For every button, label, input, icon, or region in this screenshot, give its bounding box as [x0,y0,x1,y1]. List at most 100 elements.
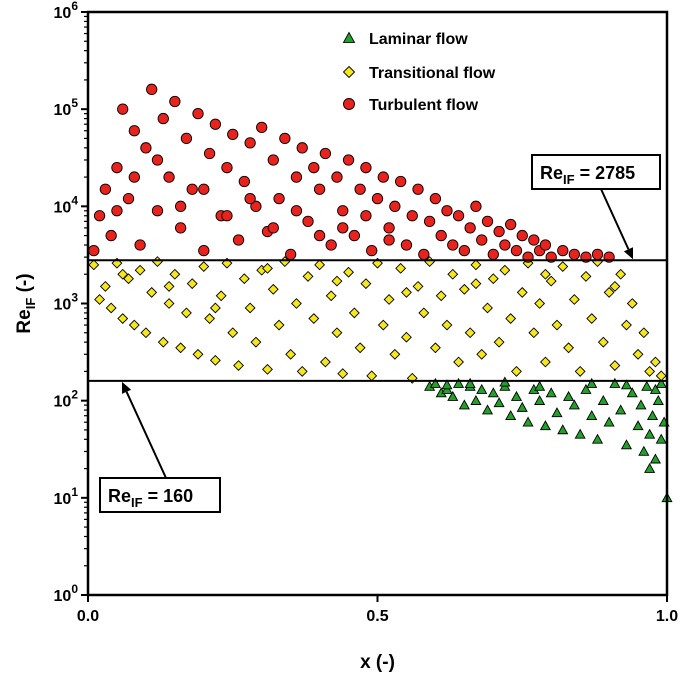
annotation-lower-arrow [125,391,167,479]
point-diamond-25 [233,360,244,371]
point-diamond-97 [649,356,661,368]
point-diamond-60 [435,290,447,302]
point-circle-72 [505,218,517,231]
point-diamond-44 [343,266,354,278]
point-diamond-77 [534,298,546,309]
point-circle-73 [510,244,523,257]
point-diamond-59 [429,342,441,354]
point-diamond-76 [528,327,540,339]
annotation-upper-label: ReIF = 2785 [540,163,635,187]
legend-item-transitional: Transitional flow [342,65,496,82]
point-diamond-94 [632,348,644,360]
point-diamond-84 [574,365,586,377]
point-diamond-43 [337,368,349,380]
point-diamond-3 [105,302,117,314]
annotation-lower-threshold: ReIF = 160 [99,381,221,513]
point-diamond-102 [262,262,273,274]
point-diamond-64 [458,283,470,295]
point-diamond-65 [464,327,476,339]
point-circle-5 [117,103,129,115]
point-circle-25 [232,234,245,246]
point-circle-45 [348,229,360,242]
x-tick-label-2: 1.0 [656,608,678,625]
point-triangle-14 [505,409,517,421]
point-circle-64 [458,244,470,257]
point-diamond-32 [273,319,285,331]
point-triangle-32 [609,377,621,388]
point-triangle-19 [534,394,546,405]
point-circle-50 [377,171,389,183]
y-tick-label-4: 104 [54,193,79,216]
threshold-layer [88,259,667,382]
point-triangle-1 [429,377,441,388]
point-diamond-48 [366,370,378,382]
point-circle-59 [429,192,442,205]
point-triangle-36 [632,420,644,431]
point-triangle-10 [481,404,494,415]
point-circle-66 [470,200,482,212]
point-diamond-91 [615,268,627,280]
legend-label-turbulent: Turbulent flow [369,97,479,114]
point-circle-92 [267,222,279,234]
point-circle-94 [313,229,326,242]
point-triangle-24 [563,390,575,401]
point-circle-6 [122,192,135,205]
y-tick-label-2: 102 [54,388,79,411]
point-diamond-19 [198,261,210,272]
point-triangle-25 [568,399,580,410]
point-diamond-26 [238,273,250,285]
point-diamond-83 [568,294,580,305]
point-diamond-20 [204,313,216,324]
y-tick-label-6: 106 [54,0,79,22]
point-circle-51 [383,222,395,234]
point-triangle-27 [580,383,592,394]
point-diamond-13 [163,298,175,309]
point-triangle-52 [534,380,546,391]
ticks-layer: 0.0 0.5 1.0 100 101 102 103 104 105 106 [54,0,679,625]
point-diamond-27 [244,302,256,314]
point-circle-63 [452,210,465,222]
point-diamond-0 [88,259,100,271]
point-circle-96 [360,210,372,222]
point-circle-36 [296,142,308,154]
point-triangle-44 [655,433,667,444]
y-axis-title-main: Re [14,309,35,333]
point-diamond-47 [360,278,372,290]
point-diamond-90 [609,360,621,371]
point-diamond-88 [597,336,609,348]
legend-marker-laminar [342,31,356,43]
point-circle-13 [163,171,175,183]
point-diamond-80 [551,319,563,331]
point-diamond-95 [638,327,650,339]
point-circle-53 [395,175,407,188]
point-triangle-51 [586,377,598,388]
point-diamond-66 [470,259,482,271]
point-triangle-28 [586,409,598,421]
point-diamond-101 [209,302,221,314]
point-triangle-5 [452,377,465,388]
point-circle-83 [591,248,604,261]
point-triangle-33 [615,404,627,415]
point-circle-12 [157,112,169,125]
annotation-lower-tail: = 160 [143,486,194,506]
point-circle-58 [423,215,436,228]
point-diamond-31 [267,283,279,295]
point-diamond-8 [134,264,146,276]
point-triangle-4 [447,390,459,401]
point-circle-42 [331,171,343,183]
point-diamond-23 [221,257,233,269]
y-tick-label-0: 100 [54,582,79,605]
legend: Laminar flow Transitional flow Turbulent… [342,31,496,114]
point-triangle-43 [652,394,664,405]
point-circle-52 [389,200,401,212]
point-circle-62 [447,239,459,251]
point-triangle-47 [649,383,661,394]
legend-item-laminar: Laminar flow [342,31,468,48]
point-diamond-62 [447,268,459,280]
point-circle-69 [487,248,499,261]
point-triangle-26 [574,428,586,439]
legend-marker-transitional [342,65,356,79]
point-diamond-12 [157,336,169,348]
point-diamond-71 [499,264,511,276]
